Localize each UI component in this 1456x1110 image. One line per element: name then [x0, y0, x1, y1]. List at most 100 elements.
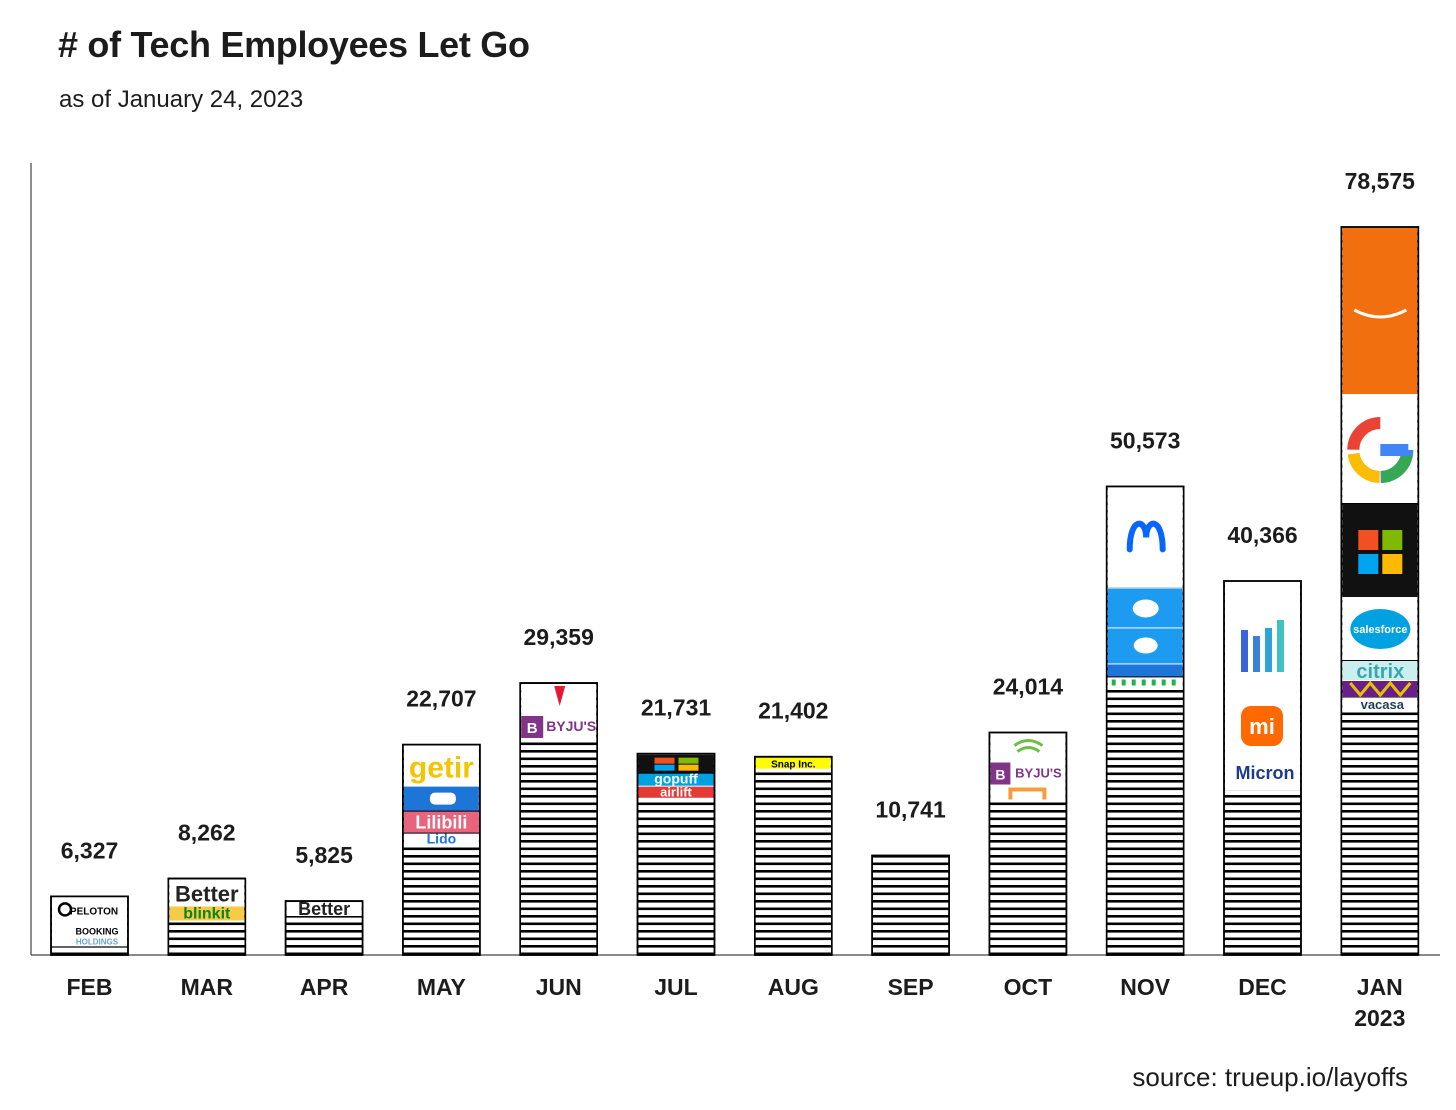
- bar-outline: [636, 752, 716, 956]
- tesla-icon: [554, 685, 566, 706]
- byjus-icon-letter: B: [527, 720, 538, 737]
- booking-logo-text: BOOKING: [75, 926, 118, 936]
- peloton-icon: [57, 902, 73, 917]
- citrix-logo-text: citrix: [1356, 661, 1404, 683]
- bar-value-label: 78,575: [1345, 168, 1416, 194]
- google-bar-icon: [1380, 444, 1409, 456]
- blinkit-logo-text: blinkit: [183, 905, 231, 922]
- bar-value-label: 50,573: [1110, 427, 1180, 453]
- bar-value-label: 22,707: [406, 686, 476, 712]
- better-logo-text: Better: [175, 881, 239, 906]
- x-tick-label: FEB: [67, 974, 113, 1000]
- x-tick-label: DEC: [1238, 974, 1287, 1000]
- bar-group-11: mi Micron 40,366 DEC: [1223, 522, 1302, 1000]
- bar-value-label: 29,359: [524, 624, 594, 650]
- ms-green-square: [1382, 530, 1403, 550]
- x-tick-label: MAY: [417, 974, 466, 1000]
- getir-logo-text: getir: [409, 752, 474, 785]
- ms-blue-square: [654, 764, 675, 771]
- peloton-logo-text: PELOTON: [70, 906, 118, 917]
- bar-outline: [50, 895, 129, 956]
- byjus-logo-text: BYJU'S: [1015, 766, 1062, 781]
- x-tick-label: APR: [300, 974, 349, 1000]
- bar-group-8: 10,741 SEP: [871, 796, 950, 1000]
- x-tick-label: JUN: [536, 974, 582, 1000]
- bar-group-5: B BYJU'S 29,359 JUN: [519, 624, 599, 1000]
- meta-icon: [1126, 520, 1166, 553]
- getir-logo-segment: [403, 745, 479, 786]
- bar-value-label: 6,327: [61, 837, 119, 863]
- x-tick-label: 2023: [1354, 1005, 1405, 1031]
- vacasa-logo-text: vacasa: [1361, 697, 1405, 712]
- lido-logo-segment: [403, 833, 479, 844]
- bar-group-7: Snap Inc. 21,402 AUG: [753, 698, 833, 1000]
- micron-logo-segment: [1225, 750, 1300, 791]
- xiaomi-icon: [1241, 706, 1283, 747]
- bar-value-label: 8,262: [178, 819, 236, 845]
- bar-value-label: 21,731: [641, 695, 712, 721]
- booking-holdings-text: HOLDINGS: [76, 937, 119, 946]
- bar-outline: [167, 877, 247, 956]
- google-icon-red: [1347, 417, 1414, 483]
- byjus-icon: [990, 762, 1011, 785]
- bar-outline: [402, 743, 481, 956]
- pattern-icon: [1349, 680, 1412, 698]
- car-icon: [429, 792, 456, 805]
- bar-group-3: Better 5,825 APR: [284, 842, 364, 1000]
- bar-value-label: 21,402: [758, 698, 828, 724]
- booking-logo-segment: [52, 922, 127, 947]
- ms-yellow-square: [1382, 554, 1403, 574]
- seagate-icon: [1013, 739, 1044, 753]
- bar: [753, 755, 833, 956]
- bar-outline: [753, 755, 833, 956]
- x-tick-label: SEP: [888, 974, 934, 1000]
- bar-outline: [988, 731, 1068, 956]
- salesforce-cloud-icon: [1350, 609, 1411, 649]
- x-tick-label: JUL: [654, 974, 697, 1000]
- lilibili-logo-segment: [403, 811, 479, 833]
- twitter-bird-icon: [1133, 637, 1158, 654]
- sakshi-bar-icon: [1241, 630, 1248, 673]
- ms-red-square: [1358, 530, 1379, 550]
- x-tick-label: MAR: [181, 974, 234, 1000]
- bar-group-9: B BYJU'S 24,014 OCT: [988, 674, 1068, 1000]
- ms-blue-square: [1358, 554, 1379, 574]
- amazon-smile-icon: [1353, 308, 1408, 319]
- snap-logo-text: Snap Inc.: [771, 760, 816, 771]
- sakshi-bar-icon: [1265, 628, 1272, 673]
- twitter-bird-icon: [1132, 599, 1159, 618]
- bar-value-label: 40,366: [1227, 522, 1297, 548]
- source-note: source: trueup.io/layoffs: [1132, 1062, 1408, 1092]
- bar-group-12: salesforce citrix vacasa 78,575 JAN 2023: [1340, 168, 1420, 1031]
- x-tick-label: AUG: [768, 974, 819, 1000]
- bar-outline: [1105, 485, 1185, 956]
- lyft-logo-segment: [1107, 664, 1183, 677]
- xiaomi-logo-text: mi: [1249, 714, 1275, 739]
- bar-value-label: 24,014: [993, 674, 1064, 700]
- microsoft-logo-segment: [1342, 504, 1418, 597]
- bar: [871, 854, 950, 956]
- byjus-logo-text: BYJU'S: [546, 718, 596, 734]
- lilibili-logo-text: Lilibili: [415, 813, 467, 833]
- sakshi-logo-segment: [1225, 582, 1300, 703]
- chart-subtitle: as of January 24, 2023: [59, 86, 304, 113]
- better-logo-segment: [169, 879, 245, 906]
- snap-logo-segment: [755, 757, 831, 769]
- bar-outline: [1223, 580, 1302, 956]
- peloton-logo-segment: [52, 897, 127, 922]
- bar-group-10: 50,573 NOV: [1105, 427, 1185, 1000]
- airlift-logo-text: airlift: [660, 785, 692, 800]
- gopuff-logo-text: gopuff: [654, 771, 698, 787]
- chart-title: # of Tech Employees Let Go: [58, 24, 530, 65]
- airlift-logo-segment: [638, 786, 714, 798]
- salesforce-logo-text: salesforce: [1353, 624, 1407, 636]
- bar-value-label: 5,825: [295, 842, 353, 868]
- byjus-icon-letter: B: [995, 767, 1005, 783]
- udemy-icon: [1008, 787, 1047, 800]
- vacasa-logo-segment: [1342, 698, 1418, 710]
- micron-logo-text: Micron: [1235, 763, 1294, 783]
